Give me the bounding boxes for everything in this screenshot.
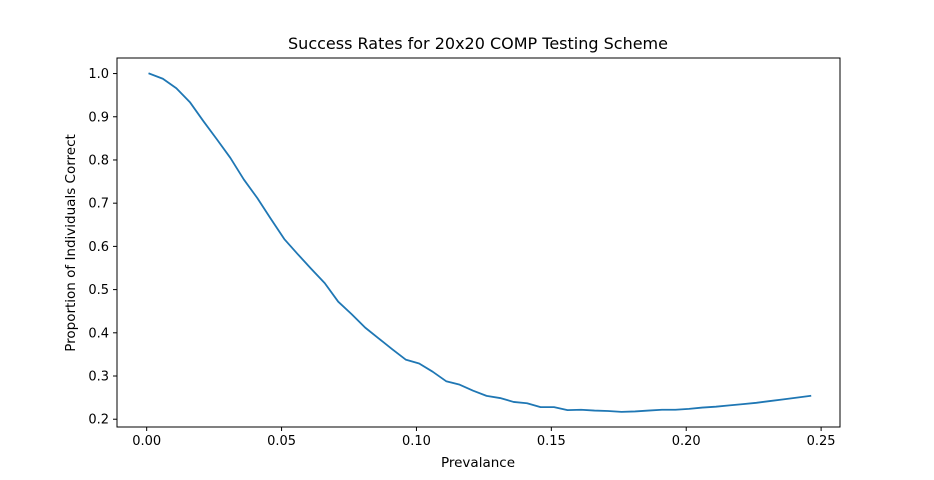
series-line-0 — [148, 72, 812, 413]
x-tick-label: 0.10 — [402, 434, 431, 449]
y-axis: 0.2 0.3 0.4 0.5 0.6 0.7 0.8 0.9 1.0 — [88, 67, 117, 428]
x-axis-title: Prevalance — [441, 455, 515, 471]
x-axis: 0.00 0.05 0.10 0.15 0.20 0.25 — [132, 427, 836, 449]
x-tick-label: 0.15 — [537, 434, 566, 449]
x-tick-label: 0.20 — [672, 434, 701, 449]
x-tick-label: 0.05 — [267, 434, 296, 449]
chart-title: Success Rates for 20x20 COMP Testing Sch… — [288, 34, 668, 53]
y-tick-label: 0.6 — [88, 240, 109, 255]
y-tick-label: 0.5 — [88, 283, 109, 298]
y-tick-label: 0.2 — [88, 413, 109, 428]
x-tick-label: 0.25 — [807, 434, 836, 449]
plot-area — [148, 72, 812, 413]
y-tick-label: 0.8 — [88, 153, 109, 168]
y-tick-label: 0.4 — [88, 326, 109, 341]
x-tick-label: 0.00 — [132, 434, 161, 449]
y-tick-label: 1.0 — [88, 67, 109, 82]
plot-frame — [116, 57, 841, 428]
y-tick-label: 0.7 — [88, 197, 109, 212]
y-tick-label: 0.3 — [88, 370, 109, 385]
y-tick-label: 0.9 — [88, 110, 109, 125]
y-axis-title: Proportion of Individuals Correct — [63, 134, 79, 352]
